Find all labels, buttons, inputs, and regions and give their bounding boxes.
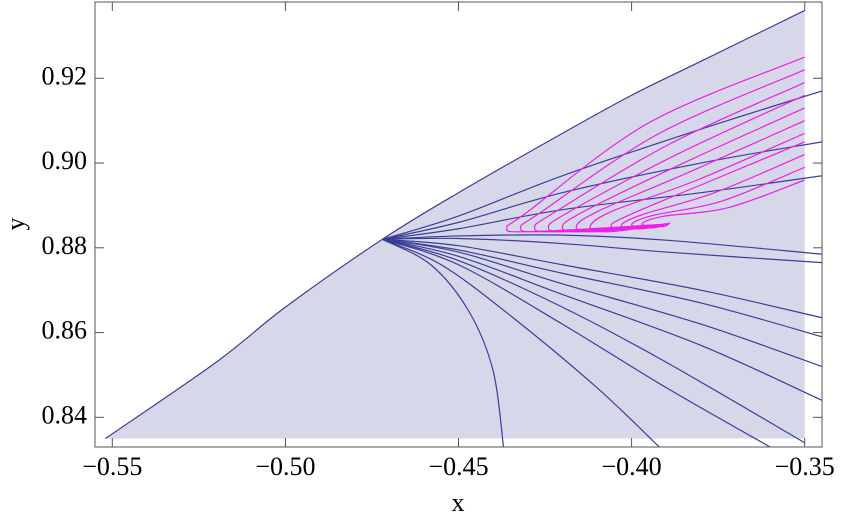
curve bbox=[520, 69, 805, 233]
y-tick-label: 0.84 bbox=[42, 400, 88, 429]
y-tick-label: 0.86 bbox=[42, 316, 88, 345]
curve bbox=[382, 238, 660, 447]
x-tick-label: −0.55 bbox=[82, 452, 142, 481]
curve bbox=[382, 234, 822, 255]
plot-area bbox=[105, 9, 822, 447]
curve bbox=[641, 179, 805, 228]
curve bbox=[382, 238, 822, 338]
x-tick-label: −0.35 bbox=[775, 452, 835, 481]
curve bbox=[382, 238, 822, 319]
curve bbox=[382, 90, 822, 240]
curve bbox=[630, 166, 805, 229]
curve bbox=[589, 132, 805, 233]
x-axis-label: x bbox=[452, 488, 465, 517]
region-fill bbox=[105, 10, 805, 439]
curve bbox=[382, 238, 822, 401]
curve bbox=[620, 154, 805, 230]
curve bbox=[382, 238, 805, 444]
y-tick-label: 0.88 bbox=[42, 231, 88, 260]
curve bbox=[382, 238, 505, 447]
y-axis-label: y bbox=[1, 218, 30, 231]
x-tick-label: −0.40 bbox=[602, 452, 662, 481]
x-tick-label: −0.50 bbox=[255, 452, 315, 481]
curve bbox=[382, 238, 771, 447]
curve bbox=[382, 175, 822, 240]
y-tick-label: 0.90 bbox=[42, 146, 88, 175]
curve bbox=[382, 237, 822, 264]
x-tick-label: −0.45 bbox=[428, 452, 488, 481]
curve bbox=[382, 238, 822, 368]
region-boundary bbox=[105, 9, 805, 440]
y-tick-label: 0.92 bbox=[42, 61, 88, 90]
